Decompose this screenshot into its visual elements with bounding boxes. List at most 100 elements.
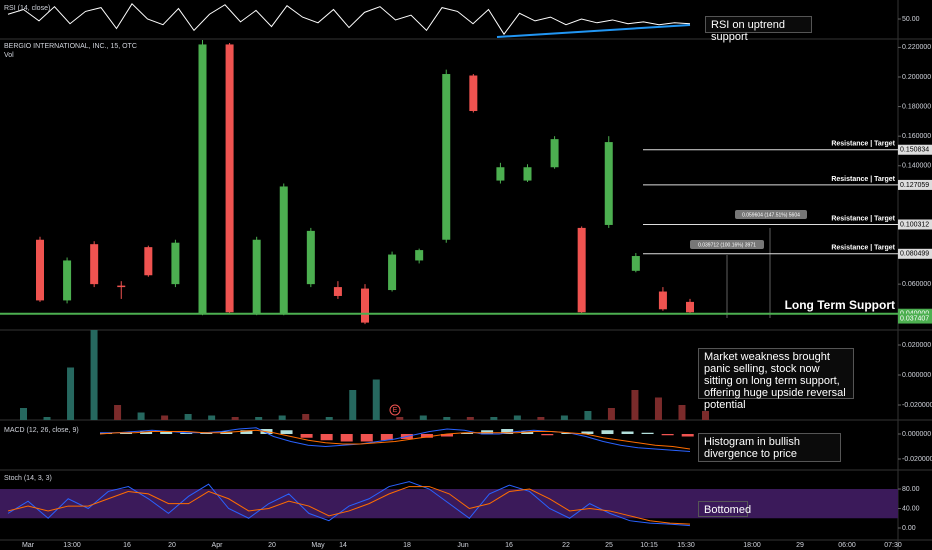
y-tick-label: 0.140000 [902, 163, 931, 170]
macd-histogram-bar [180, 432, 193, 434]
x-tick-label: 16 [505, 542, 513, 549]
macd-histogram-bar [561, 432, 574, 434]
volume-bar [443, 417, 451, 420]
x-tick-label: Mar [22, 542, 35, 549]
candle-body [523, 167, 532, 181]
macd-histogram-bar [340, 434, 353, 442]
macd-histogram-bar [280, 430, 293, 434]
volume-bar [466, 417, 474, 420]
volume-bar [678, 405, 686, 420]
volume-bar [90, 330, 98, 420]
macd-histogram-bar [461, 432, 474, 434]
y-tick-label: 50.00 [902, 16, 920, 23]
candle-body [225, 44, 234, 313]
macd-histogram-bar [380, 434, 393, 441]
y-tick-label: 0.020000 [902, 342, 931, 349]
volume-bar [702, 411, 709, 420]
x-tick-label: 15:30 [677, 542, 695, 549]
volume-bar [537, 417, 545, 420]
price-tag-label: 0.127059 [900, 182, 929, 189]
volume-bar [560, 415, 568, 420]
rsi-annotation: RSI on uptrend support [705, 16, 812, 43]
macd-histogram-bar [541, 434, 554, 436]
x-tick-label: 14 [339, 542, 347, 549]
volume-bar [631, 390, 639, 420]
macd-histogram-bar [521, 431, 534, 434]
y-tick-label: 80.00 [902, 486, 920, 493]
x-tick-label: 18 [403, 542, 411, 549]
macd-histogram-bar [320, 434, 333, 441]
rsi-line [7, 3, 691, 36]
y-tick-label: 0.220000 [902, 44, 931, 51]
candle-body [496, 167, 505, 181]
macd-histogram-bar [681, 434, 694, 437]
candle-body [36, 239, 44, 301]
macd-histogram-bar [420, 434, 433, 438]
volume-bar [231, 417, 239, 420]
candle-body [631, 256, 640, 271]
volume-bar [255, 417, 263, 420]
macd-histogram-bar [140, 431, 153, 434]
x-tick-label: 18:00 [743, 542, 761, 549]
volume-bar [208, 415, 216, 420]
x-tick-label: Jun [457, 542, 468, 549]
stoch-label: Stoch (14, 3, 3) [4, 475, 52, 482]
candle-body [388, 254, 397, 291]
x-tick-label: 16 [123, 542, 131, 549]
volume-bar [396, 417, 404, 420]
macd-histogram-bar [581, 431, 594, 434]
price-tag-label: 0.037407 [900, 315, 929, 322]
volume-bar [349, 390, 357, 420]
volume-label: Vol [4, 52, 14, 59]
level-name: Resistance | Target [831, 215, 895, 222]
candle-body [198, 44, 207, 314]
x-tick-label: May [311, 542, 325, 549]
stoch-k [7, 481, 691, 527]
x-tick-label: Apr [212, 542, 224, 549]
volume-bar [654, 397, 662, 420]
volume-bar [419, 415, 427, 420]
chart-title: BERGIO INTERNATIONAL, INC., 15, OTC [4, 43, 137, 50]
macd-histogram-bar [621, 431, 634, 434]
price-tag-label: 0.080499 [900, 251, 929, 258]
volume-bar [325, 417, 333, 420]
candle-body [90, 244, 99, 285]
candle-body [415, 250, 424, 261]
price-tag [898, 144, 932, 155]
y-tick-label: 0.200000 [902, 74, 931, 81]
candle-body [144, 247, 153, 276]
y-tick-label: 0.180000 [902, 103, 931, 110]
price-tag [898, 248, 932, 259]
macd-histogram-bar [661, 434, 674, 436]
macd-histogram-bar [481, 430, 494, 434]
measure-box [690, 240, 764, 249]
volume-bar [20, 408, 27, 420]
volume-bar [184, 414, 192, 420]
candle-body [117, 285, 126, 288]
level-name: Resistance | Target [831, 245, 895, 252]
measure-box [735, 210, 807, 219]
volume-bar [372, 379, 380, 420]
y-tick-label: 40.00 [902, 505, 920, 512]
macd-histogram-bar [160, 431, 173, 434]
x-tick-label: 10:15 [640, 542, 658, 549]
candle-body [550, 139, 559, 168]
rsi-label: RSI (14, close) [4, 5, 50, 12]
macd-histogram-bar [641, 432, 654, 434]
earnings-marker: E [393, 407, 398, 414]
level-name: Resistance | Target [831, 141, 895, 148]
macd-histogram-bar [300, 434, 313, 438]
x-tick-label: 22 [562, 542, 570, 549]
measure-label: 0.039712 (100.16%) 3971 [698, 242, 756, 248]
price-tag-label: 0.100312 [900, 221, 929, 228]
volume-annotation: Market weakness brought panic selling, s… [698, 348, 854, 411]
x-tick-label: 06:00 [838, 542, 856, 549]
x-tick-label: 25 [605, 542, 613, 549]
macd-histogram-bar [240, 430, 253, 434]
price-tag [898, 219, 932, 230]
candle-body [469, 75, 478, 112]
candle-body [63, 260, 72, 301]
y-tick-label: 0.160000 [902, 133, 931, 140]
